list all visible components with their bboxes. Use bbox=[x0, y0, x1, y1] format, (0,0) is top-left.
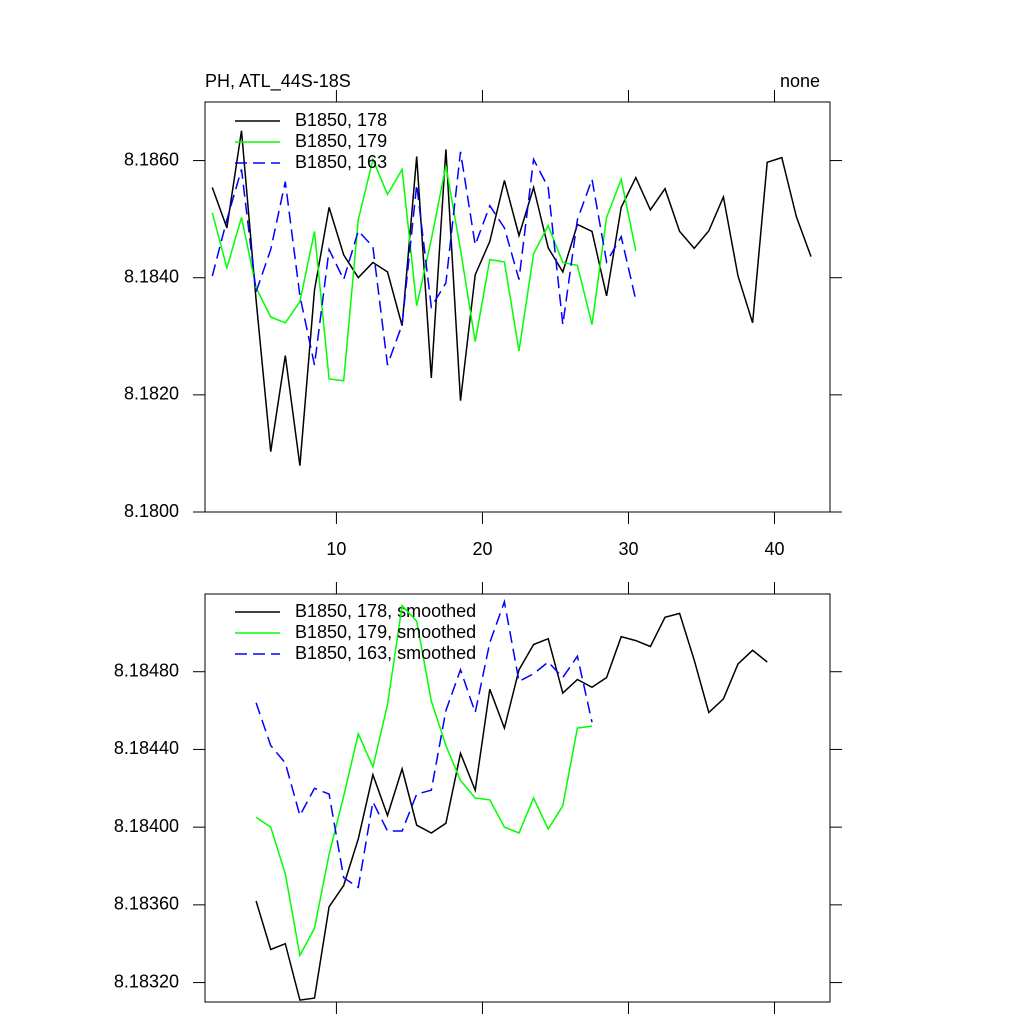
y-tick-label: 8.18440 bbox=[114, 738, 179, 758]
x-tick-label: 30 bbox=[618, 539, 638, 559]
x-tick-label: 20 bbox=[472, 539, 492, 559]
x-tick-label: 40 bbox=[764, 539, 784, 559]
y-tick-label: 8.1800 bbox=[124, 501, 179, 521]
y-tick-label: 8.18400 bbox=[114, 816, 179, 836]
y-tick-label: 8.18360 bbox=[114, 894, 179, 914]
series-line bbox=[255, 598, 593, 889]
series-line bbox=[211, 130, 812, 466]
series-line bbox=[211, 151, 637, 366]
y-tick-label: 8.18320 bbox=[114, 971, 179, 991]
plot-frame bbox=[204, 593, 831, 1003]
plot-frame bbox=[204, 101, 831, 513]
series-line bbox=[255, 612, 768, 1001]
y-tick-label: 8.1820 bbox=[124, 384, 179, 404]
chart-title: PH, ATL_44S-18S bbox=[205, 71, 351, 92]
legend-label: B1850, 178 bbox=[295, 110, 387, 130]
legend-label: B1850, 179, smoothed bbox=[295, 622, 476, 642]
x-tick-label: 10 bbox=[326, 539, 346, 559]
series-line bbox=[255, 604, 593, 958]
y-tick-label: 8.1860 bbox=[124, 149, 179, 169]
legend-label: B1850, 163 bbox=[295, 152, 387, 172]
y-tick-label: 8.18480 bbox=[114, 660, 179, 680]
series-line bbox=[211, 156, 637, 382]
legend-label: B1850, 178, smoothed bbox=[295, 601, 476, 621]
y-tick-label: 8.1840 bbox=[124, 266, 179, 286]
chart-subtitle: none bbox=[780, 71, 820, 91]
legend-label: B1850, 163, smoothed bbox=[295, 643, 476, 663]
legend-label: B1850, 179 bbox=[295, 131, 387, 151]
